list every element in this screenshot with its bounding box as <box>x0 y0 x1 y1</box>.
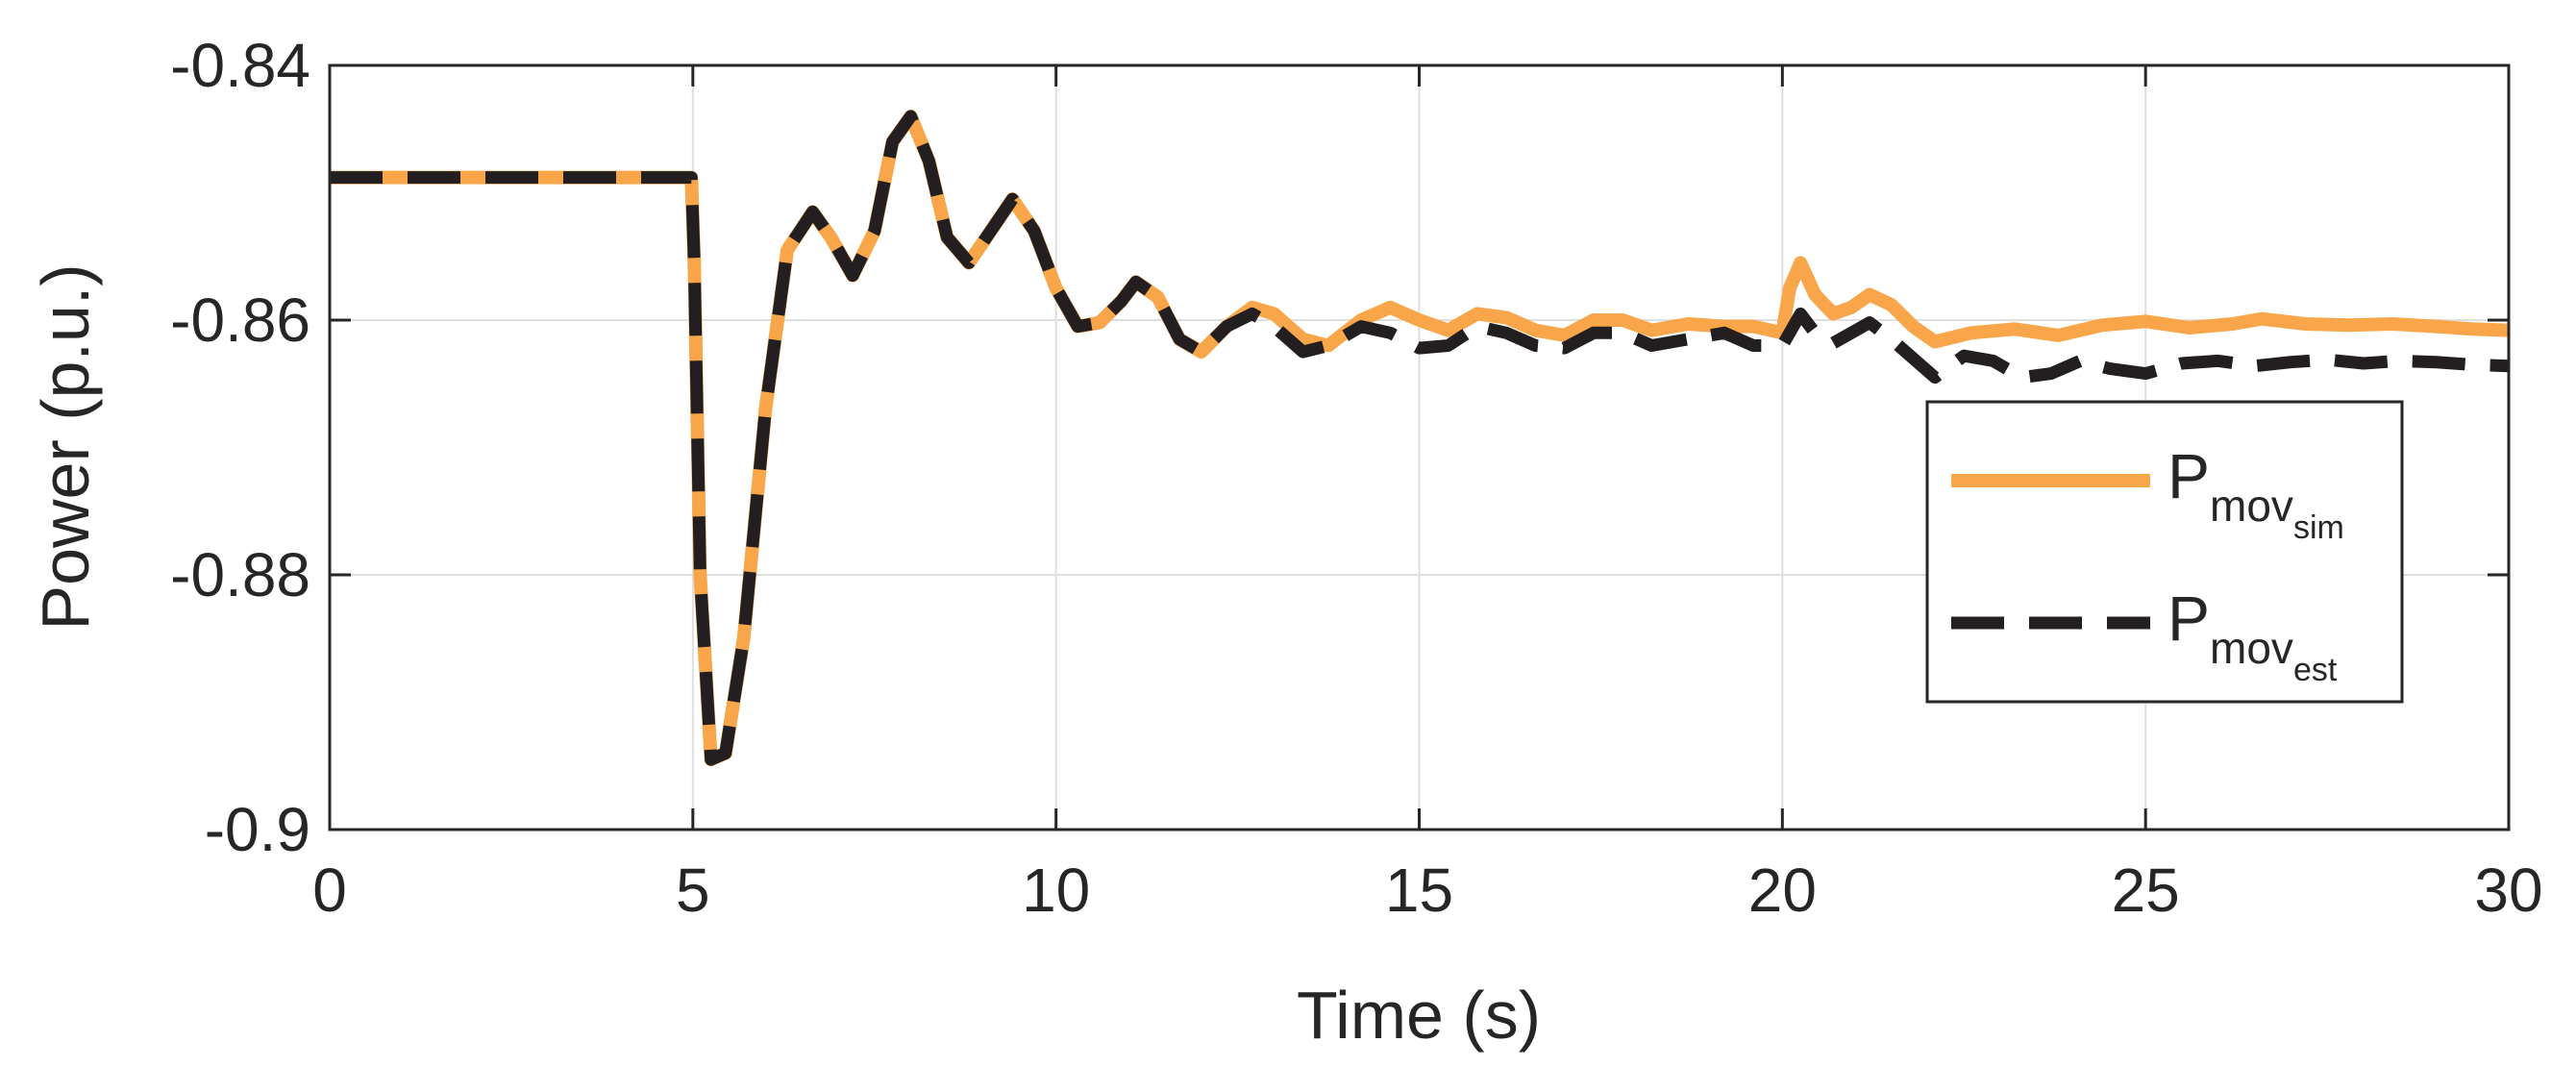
x-tick-label-1: 5 <box>676 856 710 925</box>
x-tick-label-0: 0 <box>312 856 347 925</box>
x-tick-label-4: 20 <box>1748 856 1817 925</box>
tick-layer: 0 5 10 15 20 25 30 -0.9 -0.88 -0.86 -0.84 <box>170 31 2542 925</box>
y-tick-label-3: -0.84 <box>170 31 310 100</box>
legend-box <box>1925 400 2404 704</box>
series-line-sim <box>330 110 2509 767</box>
x-tick-label-3: 15 <box>1385 856 1453 925</box>
x-tick-label-2: 10 <box>1022 856 1090 925</box>
axis-label-layer: Time (s) Power (p.u.) <box>28 263 1541 1053</box>
x-tick-label-6: 30 <box>2474 856 2542 925</box>
y-tick-label-2: -0.86 <box>170 285 310 355</box>
y-axis-label: Power (p.u.) <box>28 263 103 630</box>
x-axis-label: Time (s) <box>1297 978 1541 1053</box>
series-line-est <box>330 110 2509 766</box>
x-tick-label-5: 25 <box>2112 856 2180 925</box>
series-layer <box>330 110 2509 767</box>
y-tick-label-0: -0.9 <box>205 795 310 864</box>
y-tick-label-1: -0.88 <box>170 540 310 609</box>
